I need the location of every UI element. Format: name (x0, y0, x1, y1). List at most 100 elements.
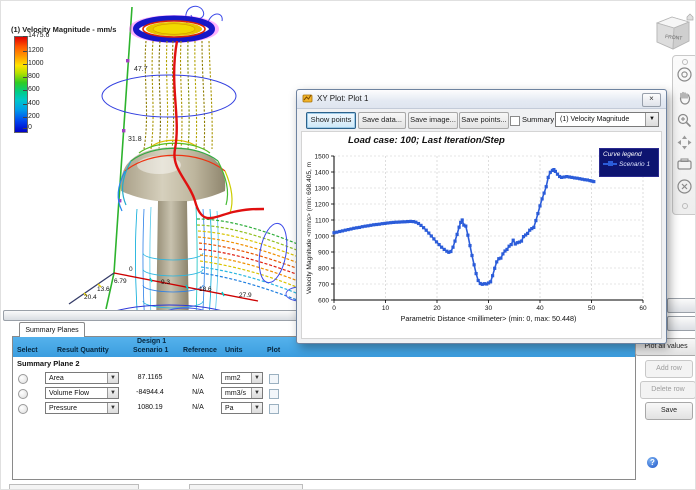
summary-checkbox[interactable] (510, 116, 520, 126)
table-row: Volume Flow ▼ -84944.4 N/A mm3/s ▼ (13, 387, 635, 400)
reference-value: N/A (192, 389, 204, 396)
toolbar-grip (682, 203, 688, 209)
svg-text:50: 50 (588, 305, 596, 312)
streamline-visualization: 47.7 31.8 (68, 5, 326, 310)
reference-value: N/A (192, 404, 204, 411)
units-dropdown[interactable]: mm2 ▼ (221, 372, 263, 384)
home-view-icon (686, 13, 694, 21)
svg-text:40: 40 (536, 305, 544, 312)
result-series-dropdown[interactable]: (1) Velocity Magnitude ▼ (555, 112, 659, 127)
chart-title: Load case: 100; Last Iteration/Step (348, 135, 505, 146)
row-select-radio[interactable] (18, 404, 28, 414)
svg-text:20: 20 (433, 305, 441, 312)
delete-row-button[interactable]: Delete row (640, 381, 695, 399)
color-scale-bar (14, 36, 28, 133)
result-color-legend: (1) Velocity Magnitude - mm/s 1475.6 120… (11, 25, 116, 133)
svg-text:60: 60 (639, 305, 647, 312)
dropdown-value: Pa (225, 405, 234, 412)
scale-axes: 0 9.3 18.6 27.9 6.79 13.6 20.4 (68, 266, 259, 305)
color-tick: 400 (23, 100, 40, 107)
chevron-down-icon: ▼ (107, 373, 118, 383)
xy-line-chart: 0 10 20 30 40 50 60 600 700 800 900 1000 1100 1200 130… (306, 153, 647, 323)
svg-text:18.6: 18.6 (199, 286, 212, 293)
orbit-icon[interactable] (676, 66, 693, 83)
steering-wheel-icon[interactable] (676, 134, 693, 151)
plot-checkbox[interactable] (269, 374, 279, 384)
window-titlebar[interactable]: XY Plot: Plot 1 × (297, 90, 666, 109)
bottom-swirls (117, 304, 221, 310)
svg-text:13.6: 13.6 (97, 286, 110, 293)
highlighted-streamline (172, 40, 265, 220)
add-row-button[interactable]: Add row (645, 360, 693, 378)
color-tick: 1000 (23, 60, 44, 67)
units-dropdown[interactable]: Pa ▼ (221, 402, 263, 414)
stem-streamlines (135, 206, 219, 310)
summary-checkbox-label: Summary (522, 115, 555, 124)
svg-text:20.4: 20.4 (84, 294, 97, 301)
inlet-plane-disk (129, 15, 219, 43)
axis-tick-label: 47.7 (134, 66, 148, 73)
row-select-radio[interactable] (18, 374, 28, 384)
zoom-icon[interactable] (676, 112, 693, 129)
show-points-button[interactable]: Show points (306, 112, 356, 129)
table-row: Pressure ▼ 1080.19 N/A Pa ▼ (13, 402, 635, 415)
close-icon[interactable]: × (642, 93, 661, 107)
svg-text:Velocity Magnitude <mm/s> (mi: Velocity Magnitude <mm/s> (min: 698.405,… (306, 161, 313, 294)
plot-checkbox[interactable] (269, 389, 279, 399)
svg-text:1000: 1000 (315, 233, 330, 240)
docked-panel-edge (189, 484, 303, 489)
camera-view-icon[interactable] (676, 156, 693, 173)
pan-hand-icon[interactable] (676, 89, 693, 106)
series-swatch (603, 161, 617, 167)
axis-tick-label: 31.8 (128, 136, 142, 143)
scenario-value: -84944.4 (136, 389, 164, 396)
chevron-down-icon: ▼ (645, 113, 658, 126)
toolbar-grip (682, 59, 688, 65)
dropdown-value: (1) Velocity Magnitude (560, 116, 630, 123)
inlet-streamlines (143, 40, 213, 150)
svg-text:30: 30 (485, 305, 493, 312)
row-select-radio[interactable] (18, 389, 28, 399)
color-tick: 600 (23, 86, 40, 93)
collapsed-bar[interactable] (667, 298, 695, 313)
chevron-down-icon: ▼ (251, 373, 262, 383)
reference-value: N/A (192, 374, 204, 381)
legend-title: Curve legend (603, 151, 642, 158)
collapsed-bar[interactable] (667, 316, 695, 331)
units-dropdown[interactable]: mm3/s ▼ (221, 387, 263, 399)
svg-text:600: 600 (318, 297, 329, 304)
result-quantity-dropdown[interactable]: Volume Flow ▼ (45, 387, 119, 399)
help-icon[interactable]: ? (647, 457, 658, 468)
color-tick: 200 (23, 113, 40, 120)
svg-text:1500: 1500 (315, 153, 330, 160)
svg-text:9.3: 9.3 (161, 279, 170, 286)
svg-text:27.9: 27.9 (239, 292, 252, 299)
chevron-down-icon: ▼ (251, 388, 262, 398)
save-points-button[interactable]: Save points... (459, 112, 509, 129)
save-image-button[interactable]: Save image... (408, 112, 458, 129)
save-button[interactable]: Save (645, 402, 693, 420)
green-axis (105, 6, 133, 310)
dropdown-value: Area (49, 375, 64, 382)
color-tick: 1200 (23, 47, 44, 54)
svg-text:0: 0 (332, 305, 336, 312)
plot-checkbox[interactable] (269, 404, 279, 414)
dropdown-value: mm3/s (225, 390, 246, 397)
view-cube[interactable]: FRONT (649, 9, 695, 61)
viewcube-front-face-label: FRONT (665, 34, 683, 42)
series-name: Scenario 1 (619, 161, 651, 168)
svg-text:6.79: 6.79 (114, 278, 127, 285)
tab-summary-planes[interactable]: Summary Planes (19, 322, 85, 338)
svg-text:1400: 1400 (315, 169, 330, 176)
center-view-icon[interactable] (676, 178, 693, 195)
dropdown-value: Volume Flow (49, 390, 90, 397)
col-units: Units (225, 347, 243, 354)
save-data-button[interactable]: Save data... (358, 112, 406, 129)
result-quantity-dropdown[interactable]: Pressure ▼ (45, 402, 119, 414)
group-row-label: Summary Plane 2 (17, 359, 80, 368)
result-quantity-dropdown[interactable]: Area ▼ (45, 372, 119, 384)
legend-entry: Scenario 1 (603, 161, 655, 168)
svg-text:1300: 1300 (315, 185, 330, 192)
col-scenario: Scenario 1 (133, 347, 169, 354)
